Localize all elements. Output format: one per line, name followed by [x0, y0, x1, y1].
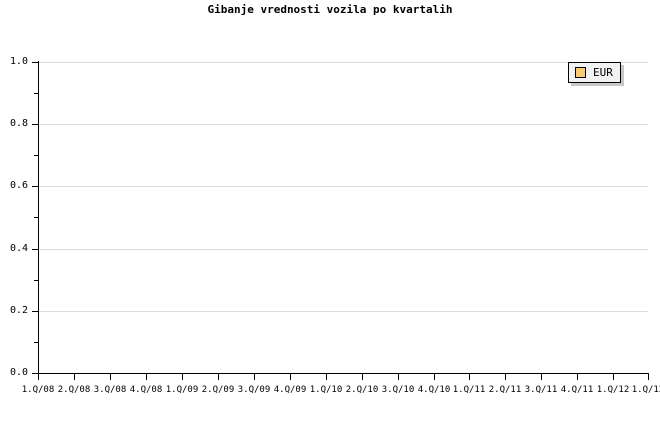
x-tick-5 — [218, 374, 219, 380]
x-axis-label-10: 3.Q/10 — [381, 385, 415, 395]
x-axis-label-7: 4.Q/09 — [273, 385, 307, 395]
y-tick-minor-0.9 — [34, 93, 38, 94]
y-axis-line — [38, 61, 39, 374]
x-tick-14 — [541, 374, 542, 380]
y-tick-major-0.4 — [32, 249, 38, 250]
x-axis-label-2: 3.Q/08 — [93, 385, 127, 395]
y-tick-major-0.0 — [32, 373, 38, 374]
y-axis-label-1: 0.8 — [9, 118, 28, 129]
gridline-0.6 — [38, 186, 648, 187]
x-axis-line — [38, 373, 649, 374]
x-tick-15 — [577, 374, 578, 380]
chart-title: Gibanje vrednosti vozila po kvartalih — [207, 3, 453, 16]
gridline-0.2 — [38, 311, 648, 312]
x-tick-3 — [146, 374, 147, 380]
y-tick-minor-0.1 — [34, 342, 38, 343]
y-axis-label-3: 0.4 — [9, 243, 28, 254]
x-axis-label-1: 2.Q/08 — [57, 385, 91, 395]
y-axis-label-5: 0.0 — [9, 367, 28, 378]
x-tick-16 — [613, 374, 614, 380]
x-axis-label-13: 2.Q/11 — [488, 385, 522, 395]
x-axis-label-14: 3.Q/11 — [524, 385, 558, 395]
gridline-0.8 — [38, 124, 648, 125]
x-axis-label-4: 1.Q/09 — [165, 385, 199, 395]
x-axis-label-15: 4.Q/11 — [560, 385, 594, 395]
x-axis-label-12: 1.Q/11 — [452, 385, 486, 395]
gridline-1.0 — [38, 62, 648, 63]
x-tick-12 — [469, 374, 470, 380]
x-tick-6 — [254, 374, 255, 380]
x-axis-label-5: 2.Q/09 — [201, 385, 235, 395]
x-tick-13 — [505, 374, 506, 380]
x-axis-label-16: 1.Q/12 — [596, 385, 630, 395]
x-axis-label-8: 1.Q/10 — [309, 385, 343, 395]
x-tick-4 — [182, 374, 183, 380]
y-tick-minor-0.5 — [34, 217, 38, 218]
x-axis-label-9: 2.Q/10 — [345, 385, 379, 395]
x-axis-label-3: 4.Q/08 — [129, 385, 163, 395]
x-tick-7 — [290, 374, 291, 380]
y-axis-label-4: 0.2 — [9, 305, 28, 316]
legend-swatch-icon — [575, 67, 586, 78]
x-axis-label-0: 1.Q/08 — [21, 385, 55, 395]
y-axis-label-2: 0.6 — [9, 180, 28, 191]
y-tick-major-0.6 — [32, 186, 38, 187]
x-tick-9 — [362, 374, 363, 380]
x-tick-2 — [110, 374, 111, 380]
legend-entry-label: EUR — [593, 66, 613, 79]
x-axis-label-11: 4.Q/10 — [417, 385, 451, 395]
plot-area — [38, 62, 648, 373]
x-tick-11 — [434, 374, 435, 380]
x-tick-17 — [648, 374, 649, 380]
y-axis-label-0: 1.0 — [9, 56, 28, 67]
x-axis-label-6: 3.Q/09 — [237, 385, 271, 395]
x-tick-0 — [38, 374, 39, 380]
y-tick-minor-0.3 — [34, 280, 38, 281]
x-tick-1 — [74, 374, 75, 380]
x-tick-8 — [326, 374, 327, 380]
x-axis-label-17: 1.Q/12 — [631, 385, 660, 395]
chart-legend[interactable]: EUR — [568, 62, 621, 83]
gridline-0.4 — [38, 249, 648, 250]
x-tick-10 — [398, 374, 399, 380]
y-tick-major-0.2 — [32, 311, 38, 312]
y-tick-minor-0.7 — [34, 155, 38, 156]
y-tick-major-0.8 — [32, 124, 38, 125]
plot-background — [38, 62, 648, 373]
y-tick-major-1.0 — [32, 62, 38, 63]
